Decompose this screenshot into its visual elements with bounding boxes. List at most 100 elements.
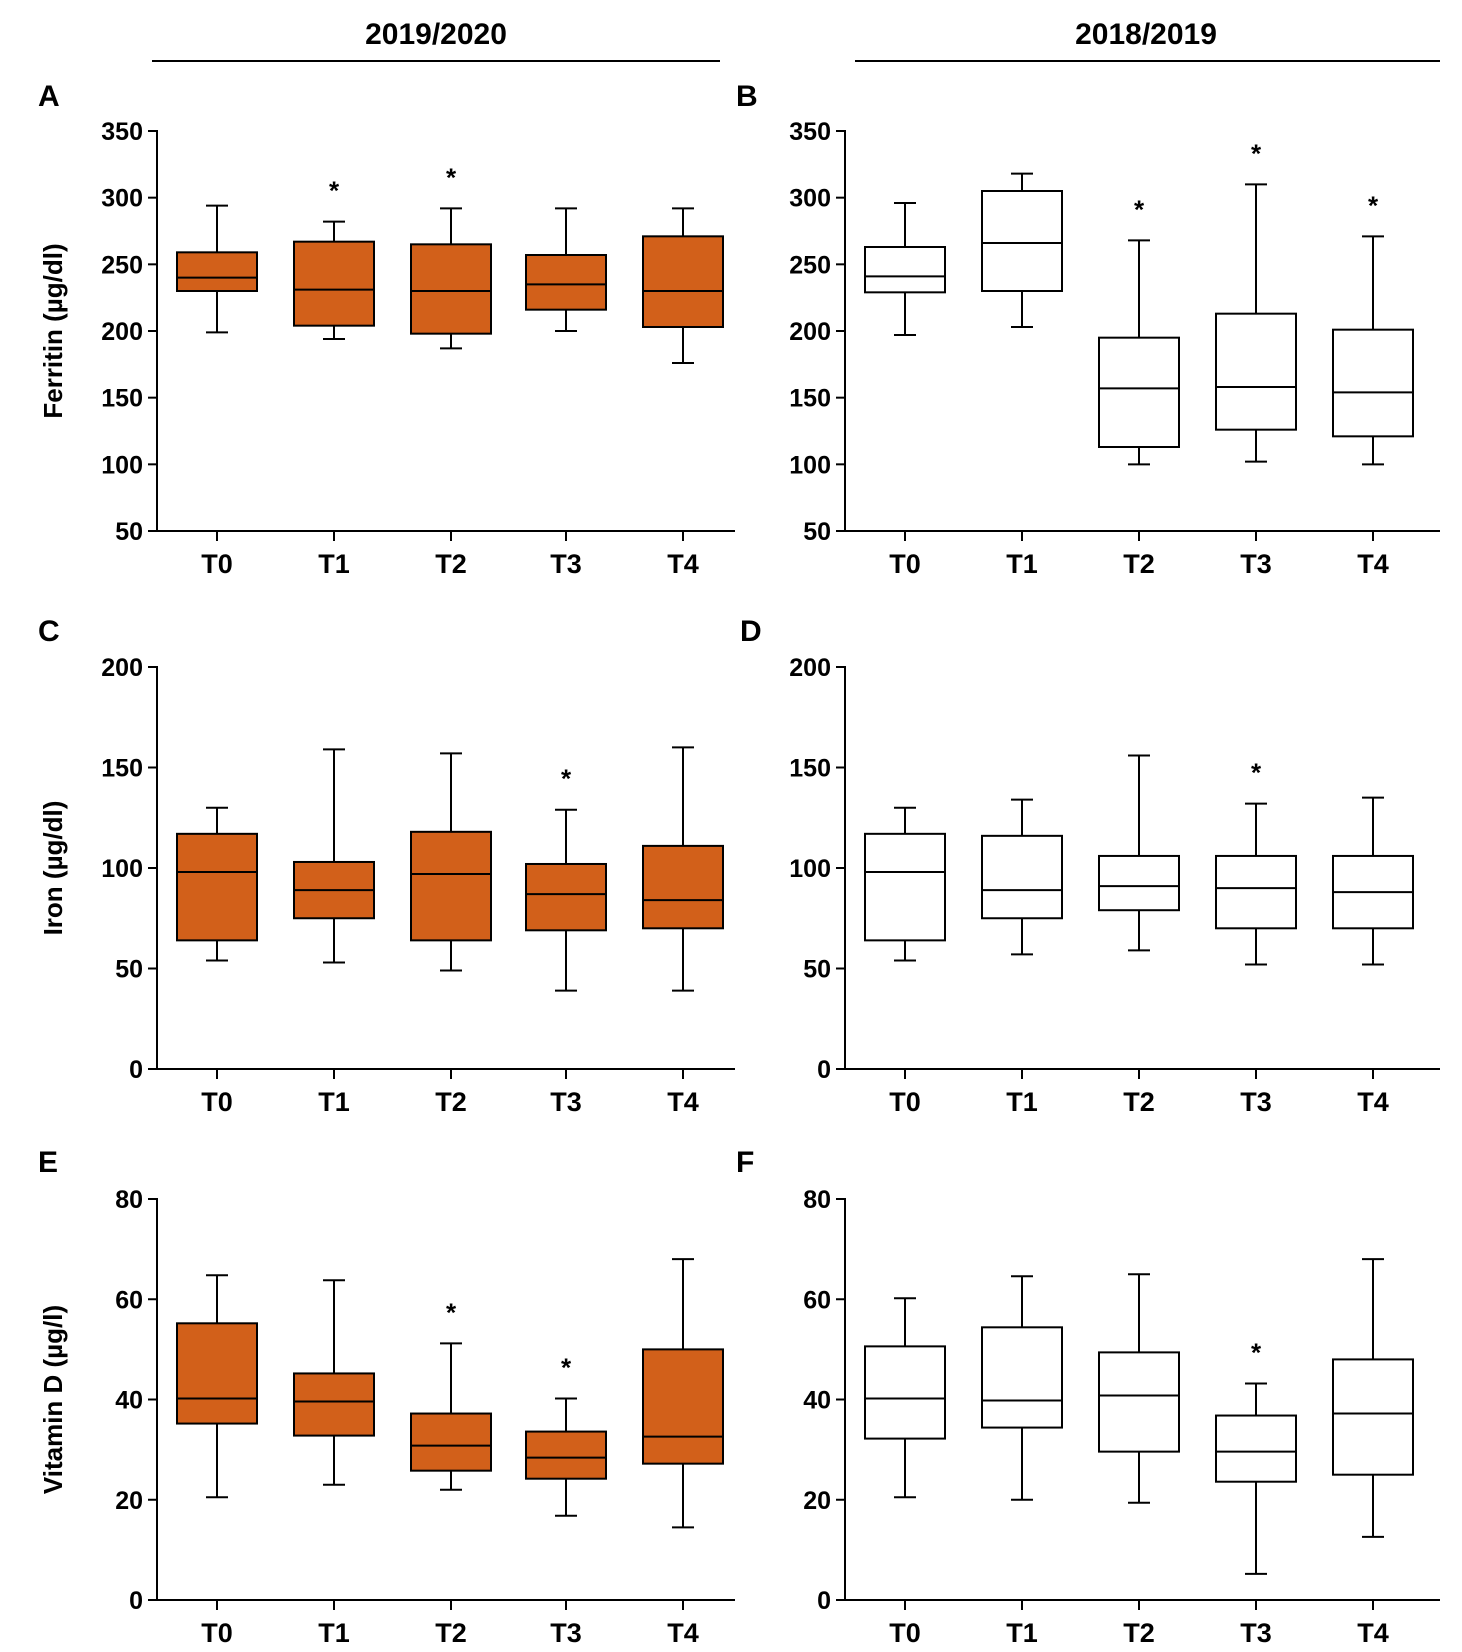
- panel-c-y-tick-label: 0: [129, 1056, 143, 1084]
- iqr-box: [176, 251, 258, 292]
- iqr-box: [1098, 854, 1180, 912]
- panel-b-box-t2: *: [1098, 194, 1180, 466]
- panel-c-y-tick-label: 150: [101, 755, 143, 783]
- significance-star: *: [1368, 190, 1379, 220]
- panel-a-box-t3: [525, 207, 607, 332]
- panel-d-box-t0: [864, 806, 946, 962]
- panel-e: E 0 20 40 60 80 Vitamin D (µg/l) T0 T1 T2 * T3 * T4: [38, 1146, 735, 1648]
- panel-e-x-tick-label-t4: T4: [667, 1618, 699, 1648]
- panel-f-box-t0: [864, 1297, 946, 1499]
- panel-b-box-t4: *: [1332, 190, 1414, 466]
- panel-a-box-t1: *: [293, 176, 375, 340]
- panel-d-box-t1: [981, 798, 1063, 956]
- panel-d-y-tick-label: 200: [789, 654, 831, 682]
- panel-b-x-tick-label-t3: T3: [1240, 549, 1272, 579]
- iqr-box: [642, 235, 724, 328]
- iqr-box: [525, 1430, 607, 1480]
- significance-star: *: [1251, 1337, 1262, 1367]
- panel-b-box-t0: [864, 202, 946, 336]
- iqr-box: [981, 190, 1063, 292]
- panel-e-x-tick-label-t1: T1: [318, 1618, 350, 1648]
- panel-b-x-tick-label-t2: T2: [1123, 549, 1155, 579]
- iqr-box: [410, 1412, 492, 1472]
- panel-e-box-t2: *: [410, 1297, 492, 1491]
- panel-f: F 0 20 40 60 80 T0 T1 T2 T3 * T4: [736, 1146, 1440, 1648]
- panel-a-box-t2: *: [410, 162, 492, 350]
- iqr-box: [1332, 1358, 1414, 1476]
- panel-d-x-tick-label-t1: T1: [1006, 1087, 1038, 1117]
- panel-d-x-tick-label-t3: T3: [1240, 1087, 1272, 1117]
- panel-f-y-tick-label: 80: [803, 1186, 831, 1214]
- iqr-box: [864, 246, 946, 294]
- iqr-box: [864, 832, 946, 942]
- panel-c-x-tick-label-t4: T4: [667, 1087, 699, 1117]
- panel-d-x-tick-label-t0: T0: [889, 1087, 921, 1117]
- panel-a-y-axis-title: Ferritin (µg/dl): [38, 243, 68, 418]
- iqr-box: [293, 1372, 375, 1437]
- panel-f-box-t3: *: [1215, 1337, 1297, 1575]
- panel-e-x-tick-label-t2: T2: [435, 1618, 467, 1648]
- panel-f-y-tick-label: 20: [803, 1487, 831, 1515]
- panel-e-box-t3: *: [525, 1352, 607, 1517]
- panel-e-y-tick-label: 60: [115, 1286, 143, 1314]
- panel-a-x-tick-label-t4: T4: [667, 549, 699, 579]
- panel-c-y-tick-label: 50: [115, 956, 143, 984]
- panel-f-x-tick-label-t4: T4: [1357, 1618, 1389, 1648]
- iqr-box: [410, 243, 492, 335]
- iqr-box: [293, 240, 375, 327]
- left-column-header: 2019/2020: [365, 18, 507, 51]
- panel-e-x-tick-label-t3: T3: [550, 1618, 582, 1648]
- panel-a-y-tick-label: 150: [101, 385, 143, 413]
- iqr-box: [1215, 1414, 1297, 1483]
- panel-e-y-tick-label: 20: [115, 1487, 143, 1515]
- panel-b-y-tick-label: 300: [789, 185, 831, 213]
- panel-a-box-t4: [642, 207, 724, 364]
- significance-star: *: [446, 1297, 457, 1327]
- panel-c-y-axis-title: Iron (µg/dl): [38, 801, 68, 936]
- panel-a-y-tick-label: 200: [101, 318, 143, 346]
- panel-c: C 0 50 100 150 200 Iron (µg/dl) T0 T1 T2 T3 * T4: [38, 615, 735, 1117]
- panel-d: D 0 50 100 150 200 T0 T1 T2 T3 * T4: [740, 615, 1440, 1117]
- panel-f-box-t4: [1332, 1258, 1414, 1538]
- panel-a-x-tick-label-t1: T1: [318, 549, 350, 579]
- panel-a-label: A: [38, 80, 60, 113]
- panel-d-box-t3: *: [1215, 758, 1297, 966]
- iqr-box: [1215, 854, 1297, 930]
- panel-e-y-tick-label: 80: [115, 1186, 143, 1214]
- panel-b-y-tick-label: 200: [789, 318, 831, 346]
- panel-d-x-tick-label-t4: T4: [1357, 1087, 1389, 1117]
- panel-c-x-tick-label-t2: T2: [435, 1087, 467, 1117]
- panel-b: B 50 100 150 200 250 300 350 T0 T1 T2 * T3 * T4 *: [736, 80, 1440, 579]
- panel-f-box-t2: [1098, 1273, 1180, 1504]
- significance-star: *: [1251, 758, 1262, 788]
- panel-a-y-tick-label: 300: [101, 185, 143, 213]
- iqr-box: [410, 830, 492, 942]
- iqr-box: [981, 834, 1063, 920]
- significance-star: *: [1134, 194, 1145, 224]
- significance-star: *: [1251, 138, 1262, 168]
- panel-d-box-t4: [1332, 796, 1414, 966]
- panel-c-label: C: [38, 615, 60, 648]
- panel-b-x-tick-label-t4: T4: [1357, 549, 1389, 579]
- panel-c-y-tick-label: 200: [101, 654, 143, 682]
- panel-f-x-tick-label-t0: T0: [889, 1618, 921, 1648]
- panel-f-x-tick-label-t2: T2: [1123, 1618, 1155, 1648]
- panel-e-x-tick-label-t0: T0: [201, 1618, 233, 1648]
- iqr-box: [981, 1326, 1063, 1429]
- iqr-box: [525, 862, 607, 932]
- panel-b-y-tick-label: 150: [789, 385, 831, 413]
- panel-c-box-t0: [176, 806, 258, 962]
- iqr-box: [642, 844, 724, 930]
- panel-d-label: D: [740, 615, 762, 648]
- panel-b-y-tick-label: 250: [789, 251, 831, 279]
- panel-f-x-tick-label-t1: T1: [1006, 1618, 1038, 1648]
- panel-c-box-t3: *: [525, 764, 607, 992]
- significance-star: *: [446, 162, 457, 192]
- panel-c-box-t4: [642, 746, 724, 992]
- panel-f-y-tick-label: 0: [817, 1587, 831, 1615]
- panel-e-y-tick-label: 0: [129, 1587, 143, 1615]
- panel-b-y-tick-label: 350: [789, 118, 831, 146]
- panel-b-y-tick-label: 100: [789, 451, 831, 479]
